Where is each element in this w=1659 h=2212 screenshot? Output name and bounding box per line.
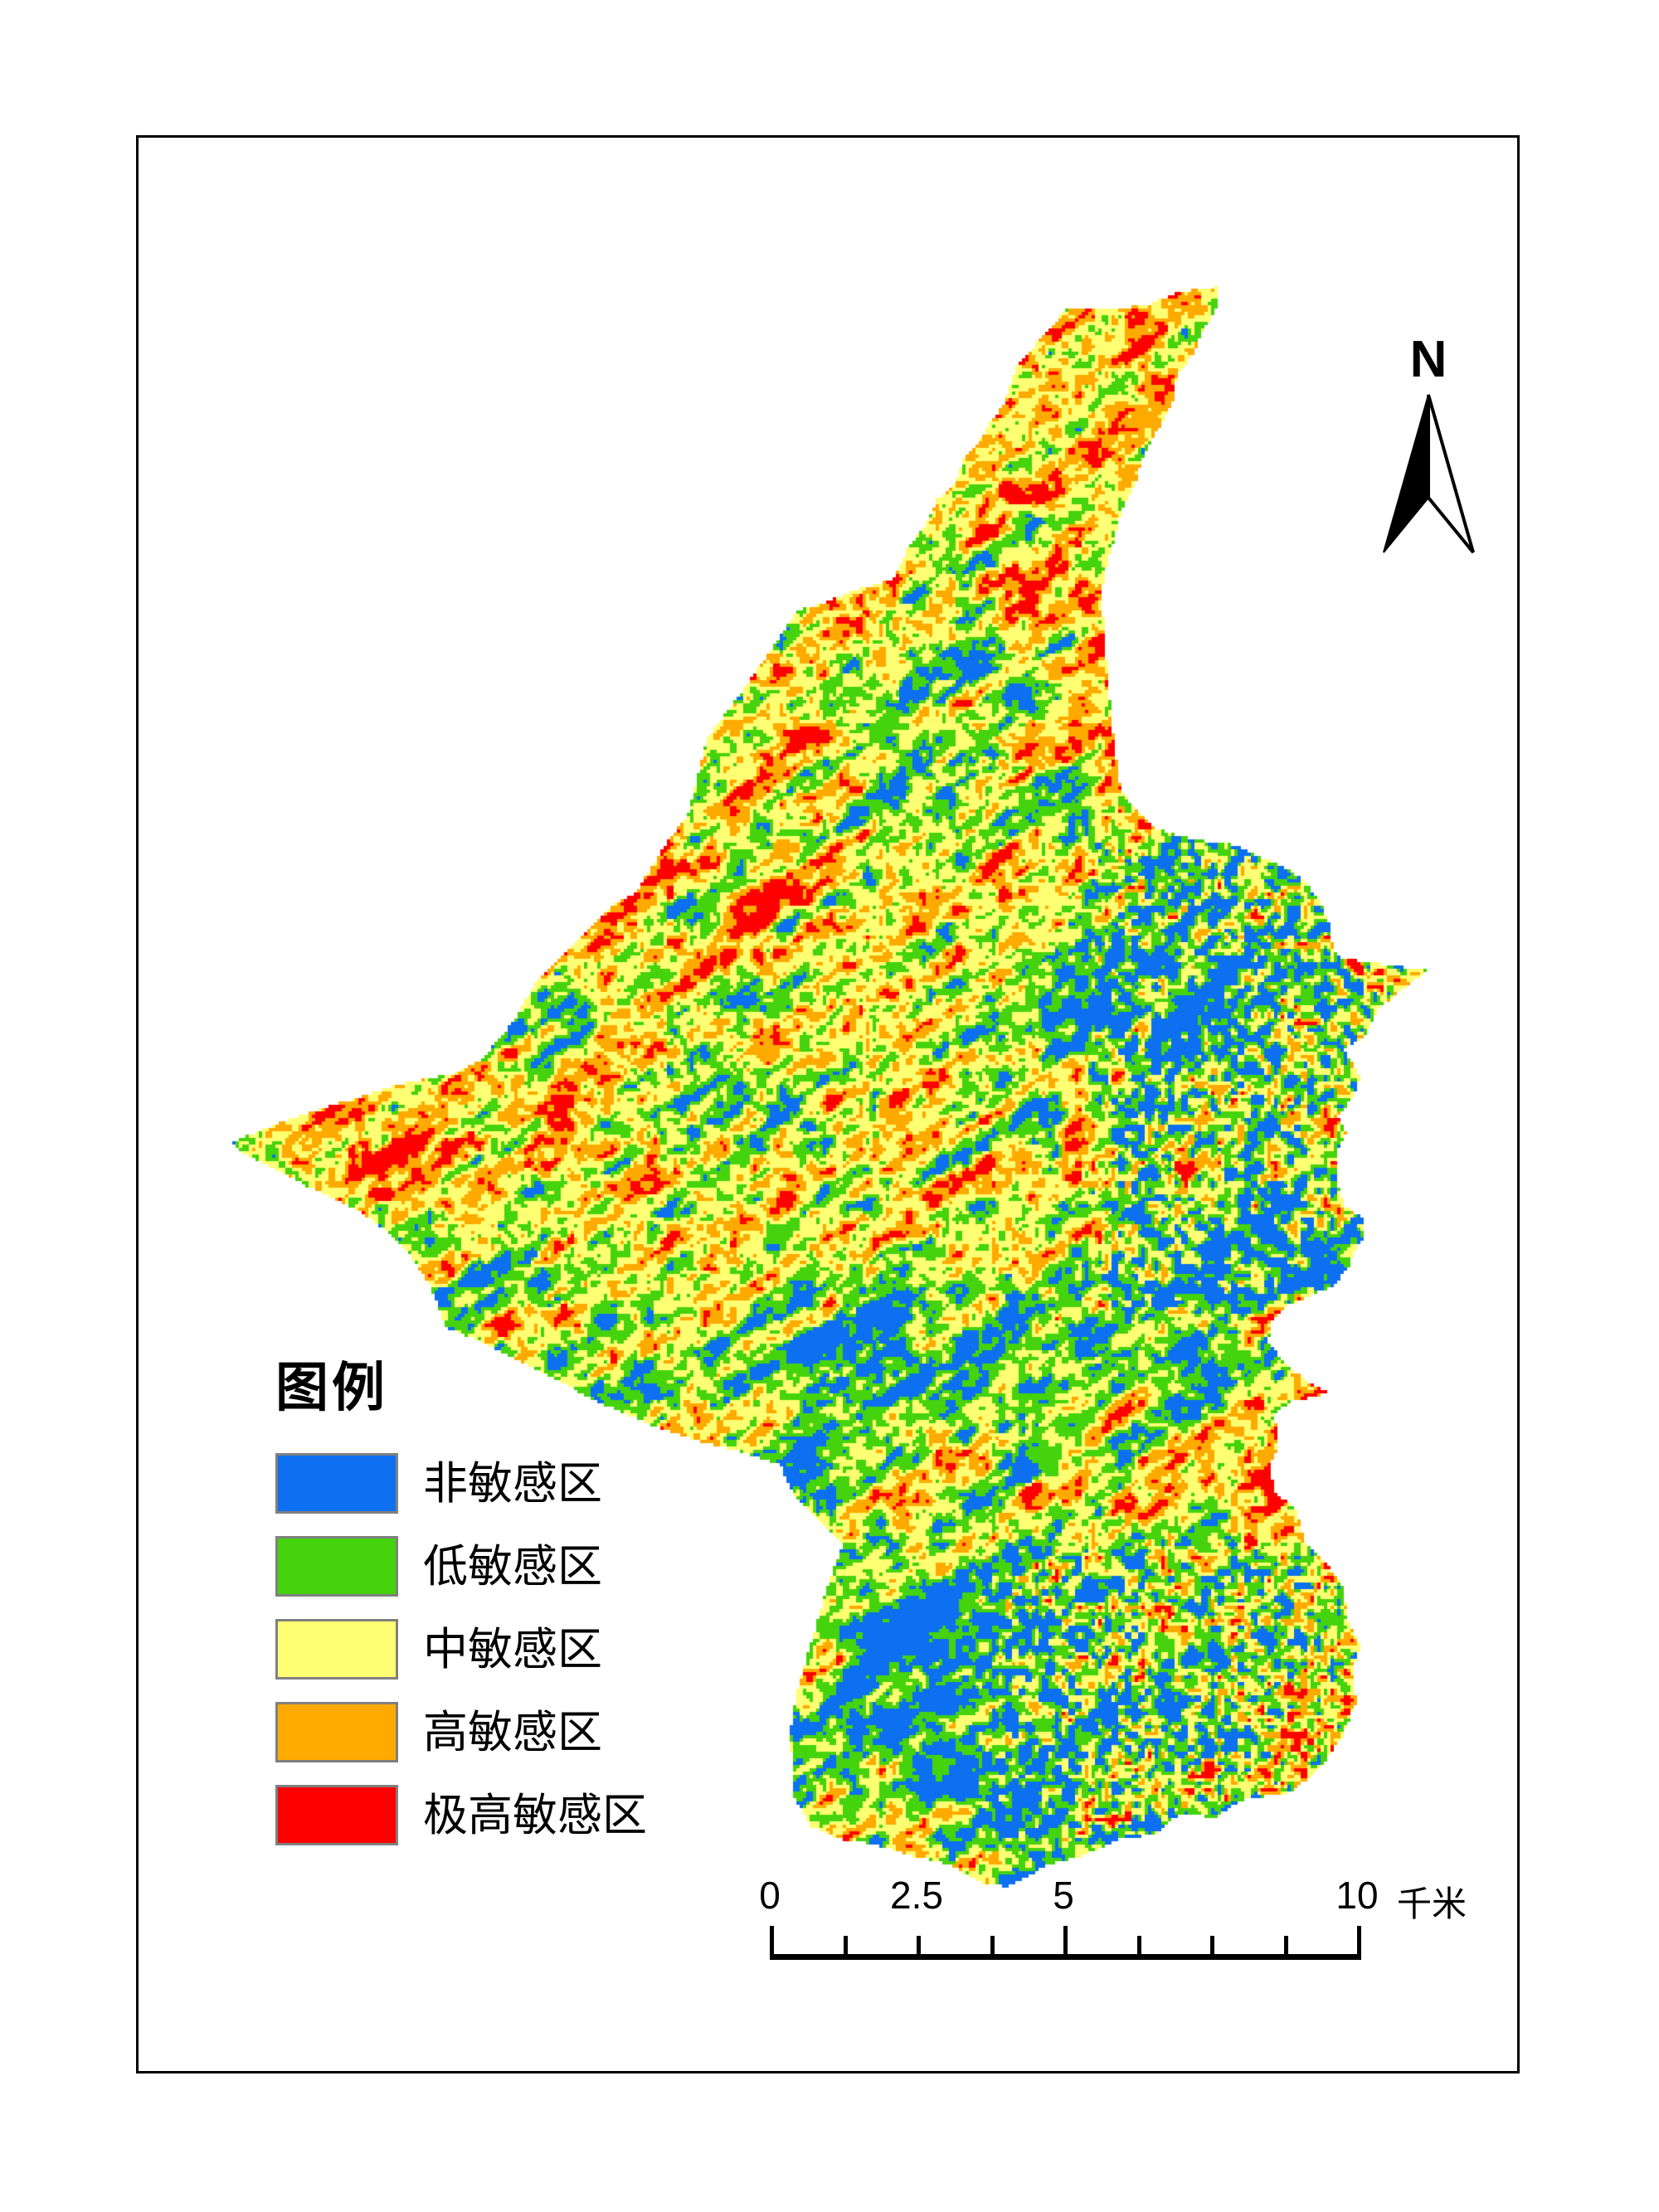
scale-bar-tick bbox=[990, 1936, 995, 1954]
legend-item-label: 非敏感区 bbox=[423, 1458, 602, 1509]
scale-bar-baseline bbox=[770, 1954, 1361, 1960]
legend-swatch-yellow bbox=[275, 1619, 398, 1680]
scale-bar-tick bbox=[1210, 1936, 1214, 1954]
scale-bar-tick bbox=[917, 1936, 921, 1954]
scale-bar-unit: 千米 bbox=[1397, 1884, 1467, 1923]
scale-bar-tick bbox=[770, 1926, 774, 1954]
scale-bar-tick bbox=[1063, 1926, 1068, 1954]
scale-bar-label: 5 bbox=[1053, 1874, 1074, 1917]
legend-item-high-sensitive: 高敏感区 bbox=[275, 1702, 602, 1762]
legend-title: 图例 bbox=[275, 1359, 388, 1417]
legend-item-medium-sensitive: 中敏感区 bbox=[275, 1619, 602, 1680]
legend-item-label: 高敏感区 bbox=[423, 1707, 602, 1757]
legend-item-very-high-sensitive: 极高敏感区 bbox=[275, 1785, 647, 1845]
north-arrow-label: N bbox=[1409, 331, 1447, 388]
legend-swatch-blue bbox=[275, 1453, 398, 1514]
legend-item-label: 低敏感区 bbox=[423, 1541, 602, 1592]
scale-bar-label: 0 bbox=[759, 1874, 781, 1917]
legend-item-label: 中敏感区 bbox=[423, 1624, 602, 1675]
scale-bar-tick bbox=[1357, 1926, 1361, 1954]
legend-item-non-sensitive: 非敏感区 bbox=[275, 1453, 602, 1514]
legend-item-low-sensitive: 低敏感区 bbox=[275, 1536, 602, 1597]
scale-bar-tick bbox=[1136, 1936, 1141, 1954]
scale-bar-label: 10 bbox=[1335, 1874, 1379, 1917]
scale-bar-tick bbox=[1283, 1936, 1288, 1954]
legend-swatch-orange bbox=[275, 1702, 398, 1762]
north-arrow-icon bbox=[1383, 394, 1475, 554]
north-arrow: N bbox=[1362, 330, 1495, 562]
legend-item-label: 极高敏感区 bbox=[423, 1790, 647, 1840]
legend-swatch-red bbox=[275, 1785, 398, 1845]
scale-bar-label: 2.5 bbox=[890, 1874, 943, 1917]
scale-bar-tick bbox=[843, 1936, 848, 1954]
legend-swatch-green bbox=[275, 1536, 398, 1597]
